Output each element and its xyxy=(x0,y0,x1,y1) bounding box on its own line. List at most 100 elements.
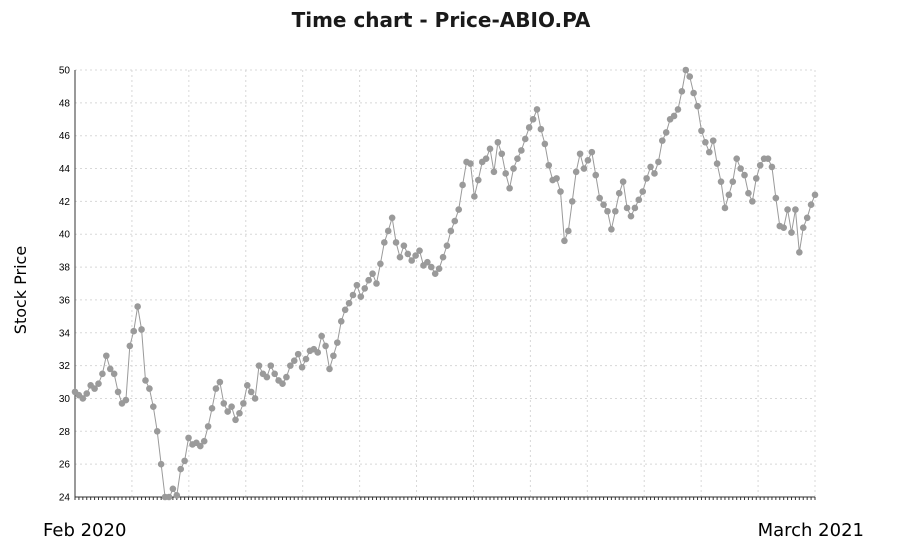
data-point xyxy=(459,181,466,189)
data-point xyxy=(678,88,686,95)
data-point xyxy=(408,257,416,264)
data-point xyxy=(373,280,380,287)
data-point xyxy=(204,423,212,430)
data-point xyxy=(784,206,791,213)
data-point xyxy=(400,242,408,250)
data-point xyxy=(541,140,549,148)
data-point xyxy=(788,229,795,236)
y-axis-label: Stock Price xyxy=(11,246,30,334)
data-point xyxy=(588,148,596,156)
price-points xyxy=(71,66,819,501)
y-tick-label: 46 xyxy=(59,131,71,142)
data-point xyxy=(150,403,157,410)
data-point xyxy=(341,306,349,314)
data-point xyxy=(792,206,799,213)
data-point xyxy=(772,194,780,202)
x-start-label: Feb 2020 xyxy=(43,520,126,541)
data-point xyxy=(799,224,807,231)
data-point xyxy=(110,370,118,378)
data-point xyxy=(134,303,141,310)
data-point xyxy=(79,395,87,402)
data-point xyxy=(506,184,513,192)
data-point xyxy=(224,408,231,415)
data-point xyxy=(439,253,447,261)
data-point xyxy=(357,293,365,300)
data-point xyxy=(294,350,302,358)
y-tick-label: 38 xyxy=(59,263,71,274)
data-point xyxy=(725,191,733,199)
data-point xyxy=(557,188,564,195)
data-point xyxy=(533,106,541,113)
data-point xyxy=(698,127,705,135)
data-point xyxy=(345,299,353,307)
data-point xyxy=(404,250,412,258)
data-point xyxy=(95,380,102,387)
data-point xyxy=(565,227,572,235)
data-point xyxy=(177,465,185,473)
data-point xyxy=(302,355,310,363)
data-point xyxy=(518,147,525,154)
data-point xyxy=(369,270,376,277)
data-point xyxy=(694,102,701,110)
y-tick-label: 28 xyxy=(59,427,71,438)
data-point xyxy=(290,357,298,364)
data-point xyxy=(200,437,208,445)
data-point xyxy=(247,388,255,396)
data-point xyxy=(337,317,345,325)
data-point xyxy=(181,457,188,465)
data-point xyxy=(733,155,740,162)
data-point xyxy=(232,416,239,424)
data-point xyxy=(365,276,372,284)
data-point xyxy=(600,201,607,208)
data-point xyxy=(208,405,216,412)
data-point xyxy=(99,370,106,378)
data-point xyxy=(584,157,592,164)
data-point xyxy=(322,342,329,350)
data-point xyxy=(682,66,690,74)
y-tick-label: 44 xyxy=(59,164,71,175)
data-point xyxy=(114,388,122,396)
data-point xyxy=(713,160,721,167)
y-tick-label: 50 xyxy=(59,66,71,77)
data-point xyxy=(745,189,752,197)
data-point xyxy=(91,385,98,392)
data-point xyxy=(474,176,482,184)
data-point xyxy=(709,137,717,144)
data-point xyxy=(412,252,419,259)
data-point xyxy=(514,155,521,162)
data-point xyxy=(361,285,369,292)
data-point xyxy=(651,170,658,177)
data-point xyxy=(157,460,165,468)
data-point xyxy=(674,106,682,113)
data-point xyxy=(467,160,474,167)
data-point xyxy=(553,175,560,182)
data-point xyxy=(490,168,498,176)
data-point xyxy=(572,168,580,176)
data-point xyxy=(103,352,110,360)
x-end-label: March 2021 xyxy=(758,520,864,541)
data-point xyxy=(807,201,815,208)
data-point xyxy=(627,212,635,220)
data-point xyxy=(529,115,537,123)
data-point xyxy=(768,163,776,171)
data-point xyxy=(717,178,725,185)
data-point xyxy=(670,112,678,120)
data-point xyxy=(486,145,494,153)
data-point xyxy=(545,161,553,169)
data-point xyxy=(353,281,361,289)
data-point xyxy=(510,165,517,172)
data-point xyxy=(142,377,149,384)
data-point xyxy=(396,253,404,261)
y-tick-label: 48 xyxy=(59,98,71,109)
data-point xyxy=(240,400,247,407)
x-minor-ticks xyxy=(74,497,816,500)
price-line xyxy=(74,68,816,500)
data-point xyxy=(384,227,392,235)
data-point xyxy=(447,227,455,235)
data-point xyxy=(267,362,275,369)
data-point xyxy=(122,396,130,404)
data-point xyxy=(314,349,322,356)
y-tick-label: 32 xyxy=(59,361,71,372)
data-point xyxy=(263,373,271,381)
data-point xyxy=(764,155,772,162)
